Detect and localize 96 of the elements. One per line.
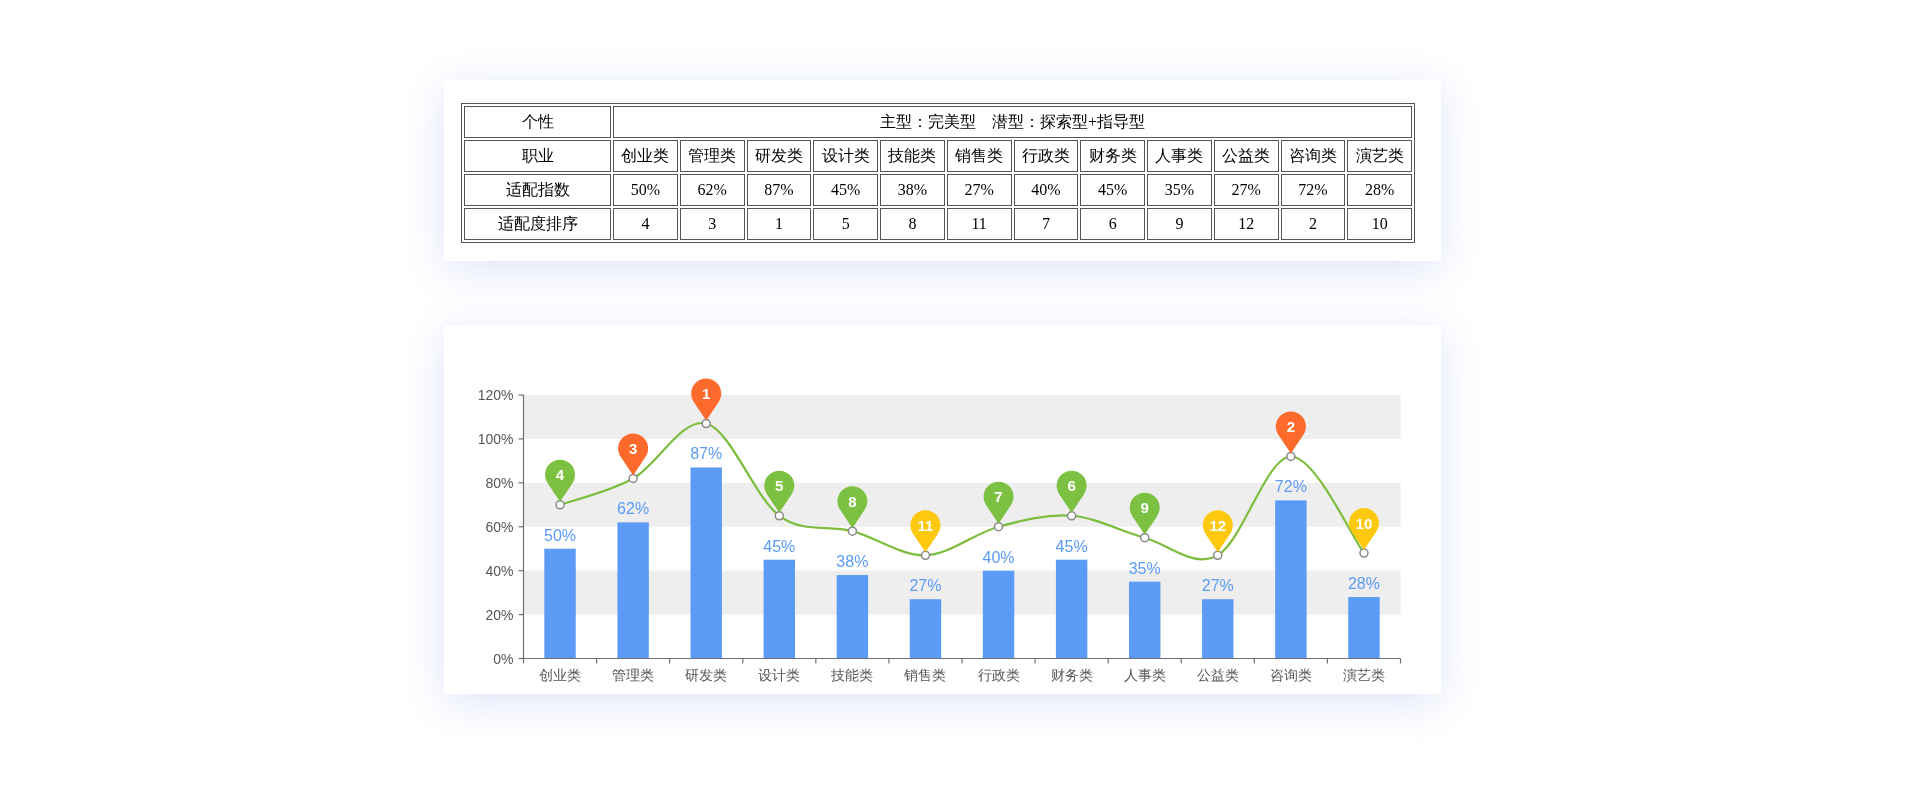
text: 62% bbox=[697, 181, 727, 198]
annotation-pin: 6 bbox=[1056, 470, 1087, 513]
category-label: 财务类 bbox=[1088, 146, 1137, 164]
y-tick-label: 100% bbox=[477, 430, 514, 447]
x-tick-label: 管理类 bbox=[612, 666, 655, 683]
data-label: 40% bbox=[982, 548, 1015, 566]
text: 1 bbox=[774, 215, 783, 232]
annotation: 6 bbox=[1067, 477, 1076, 495]
x-tick-label: 创业类 bbox=[539, 666, 582, 683]
x-tick-label: 销售类 bbox=[903, 666, 947, 683]
category-label: 技能类 bbox=[888, 146, 937, 164]
data-label: 62% bbox=[617, 500, 650, 518]
category-label: 行政类 bbox=[1021, 146, 1070, 164]
text: 6 bbox=[1108, 215, 1117, 232]
data-label: 50% bbox=[544, 526, 577, 544]
text: 4 bbox=[641, 215, 650, 232]
category-label: 销售类 bbox=[955, 146, 1004, 164]
category-label: 管理类 bbox=[688, 146, 737, 164]
x-tick-label: 演艺类 bbox=[1342, 666, 1385, 683]
x-tick-label: 研发类 bbox=[685, 666, 728, 683]
text: 职业 bbox=[464, 140, 611, 172]
x-tick-label: 设计类 bbox=[758, 666, 801, 683]
data-label: 27% bbox=[909, 577, 942, 595]
annotation-pin: 5 bbox=[764, 470, 795, 513]
annotation-pin: 1 bbox=[691, 378, 722, 421]
text: 45% bbox=[1097, 181, 1128, 198]
category-label: 咨询类 bbox=[1288, 146, 1337, 164]
data-label: 72% bbox=[1274, 478, 1307, 496]
text: 7 bbox=[1041, 215, 1050, 232]
text: 11 bbox=[971, 215, 987, 232]
text: 12 bbox=[1238, 215, 1255, 232]
annotation: 9 bbox=[1140, 499, 1149, 517]
data-label: 45% bbox=[1055, 537, 1088, 555]
annotation-pin: 11 bbox=[910, 510, 941, 553]
text: 28% bbox=[1364, 181, 1395, 198]
annotation: 5 bbox=[775, 477, 784, 495]
annotation-pin: 4 bbox=[545, 459, 576, 502]
text: 50% bbox=[630, 181, 661, 198]
annotation: 12 bbox=[1209, 516, 1227, 534]
text: 45% bbox=[830, 181, 861, 198]
text: 适配度排序 bbox=[464, 208, 611, 240]
x-tick-label: 咨询类 bbox=[1269, 666, 1312, 683]
annotation-pin: 8 bbox=[837, 486, 868, 529]
text: 27% bbox=[964, 181, 994, 198]
y-tick-label: 0% bbox=[493, 650, 514, 667]
text: 87% bbox=[764, 181, 794, 198]
category-label: 研发类 bbox=[754, 146, 803, 164]
text: 5 bbox=[841, 215, 850, 232]
text: 10 bbox=[1371, 215, 1388, 232]
data-label: 27% bbox=[1201, 577, 1234, 595]
x-tick-label: 行政类 bbox=[977, 666, 1020, 683]
annotation: 10 bbox=[1355, 514, 1373, 532]
annotation: 8 bbox=[848, 492, 857, 510]
annotation-pin: 10 bbox=[1348, 508, 1379, 551]
annotation-pin: 3 bbox=[618, 433, 649, 476]
text: 35% bbox=[1164, 181, 1195, 198]
text: 2 bbox=[1308, 215, 1317, 232]
data-label: 38% bbox=[836, 553, 869, 571]
y-tick-label: 20% bbox=[485, 606, 514, 623]
data-label: 45% bbox=[763, 537, 796, 555]
x-tick-label: 财务类 bbox=[1050, 666, 1093, 683]
text: 个性 bbox=[464, 106, 611, 138]
annotation: 3 bbox=[628, 439, 638, 457]
category-label: 创业类 bbox=[621, 146, 670, 164]
x-tick-label: 人事类 bbox=[1123, 666, 1166, 683]
text: 8 bbox=[908, 215, 917, 232]
annotation: 1 bbox=[702, 385, 711, 403]
text: 27% bbox=[1231, 181, 1261, 198]
data-label: 28% bbox=[1347, 575, 1380, 593]
category-label: 设计类 bbox=[821, 146, 870, 164]
annotation-pin: 12 bbox=[1202, 510, 1233, 553]
category-label: 人事类 bbox=[1155, 146, 1204, 164]
x-tick-label: 技能类 bbox=[830, 666, 874, 683]
annotation: 2 bbox=[1286, 417, 1296, 435]
text: 9 bbox=[1175, 215, 1184, 232]
y-tick-label: 40% bbox=[485, 562, 514, 579]
category-label: 公益类 bbox=[1222, 146, 1271, 164]
text: 40% bbox=[1031, 181, 1061, 198]
text: 主型：完美型 潜型：探索型+指导型 bbox=[613, 106, 1412, 138]
annotation-pin: 2 bbox=[1275, 411, 1306, 454]
text: 38% bbox=[897, 181, 928, 198]
annotation: 4 bbox=[555, 466, 565, 484]
x-tick-label: 公益类 bbox=[1196, 666, 1239, 683]
y-tick-label: 60% bbox=[485, 518, 514, 535]
annotation-pin: 7 bbox=[983, 481, 1014, 524]
text: 72% bbox=[1298, 181, 1328, 198]
annotation: 7 bbox=[994, 488, 1003, 506]
text: 适配指数 bbox=[464, 174, 611, 206]
annotation: 11 bbox=[917, 516, 934, 534]
annotation-pin: 9 bbox=[1129, 492, 1160, 535]
y-tick-label: 120% bbox=[477, 387, 514, 403]
data-label: 87% bbox=[690, 445, 723, 463]
y-tick-label: 80% bbox=[485, 474, 514, 491]
category-label: 演艺类 bbox=[1355, 146, 1404, 164]
data-label: 35% bbox=[1128, 559, 1161, 577]
text: 3 bbox=[708, 215, 717, 232]
